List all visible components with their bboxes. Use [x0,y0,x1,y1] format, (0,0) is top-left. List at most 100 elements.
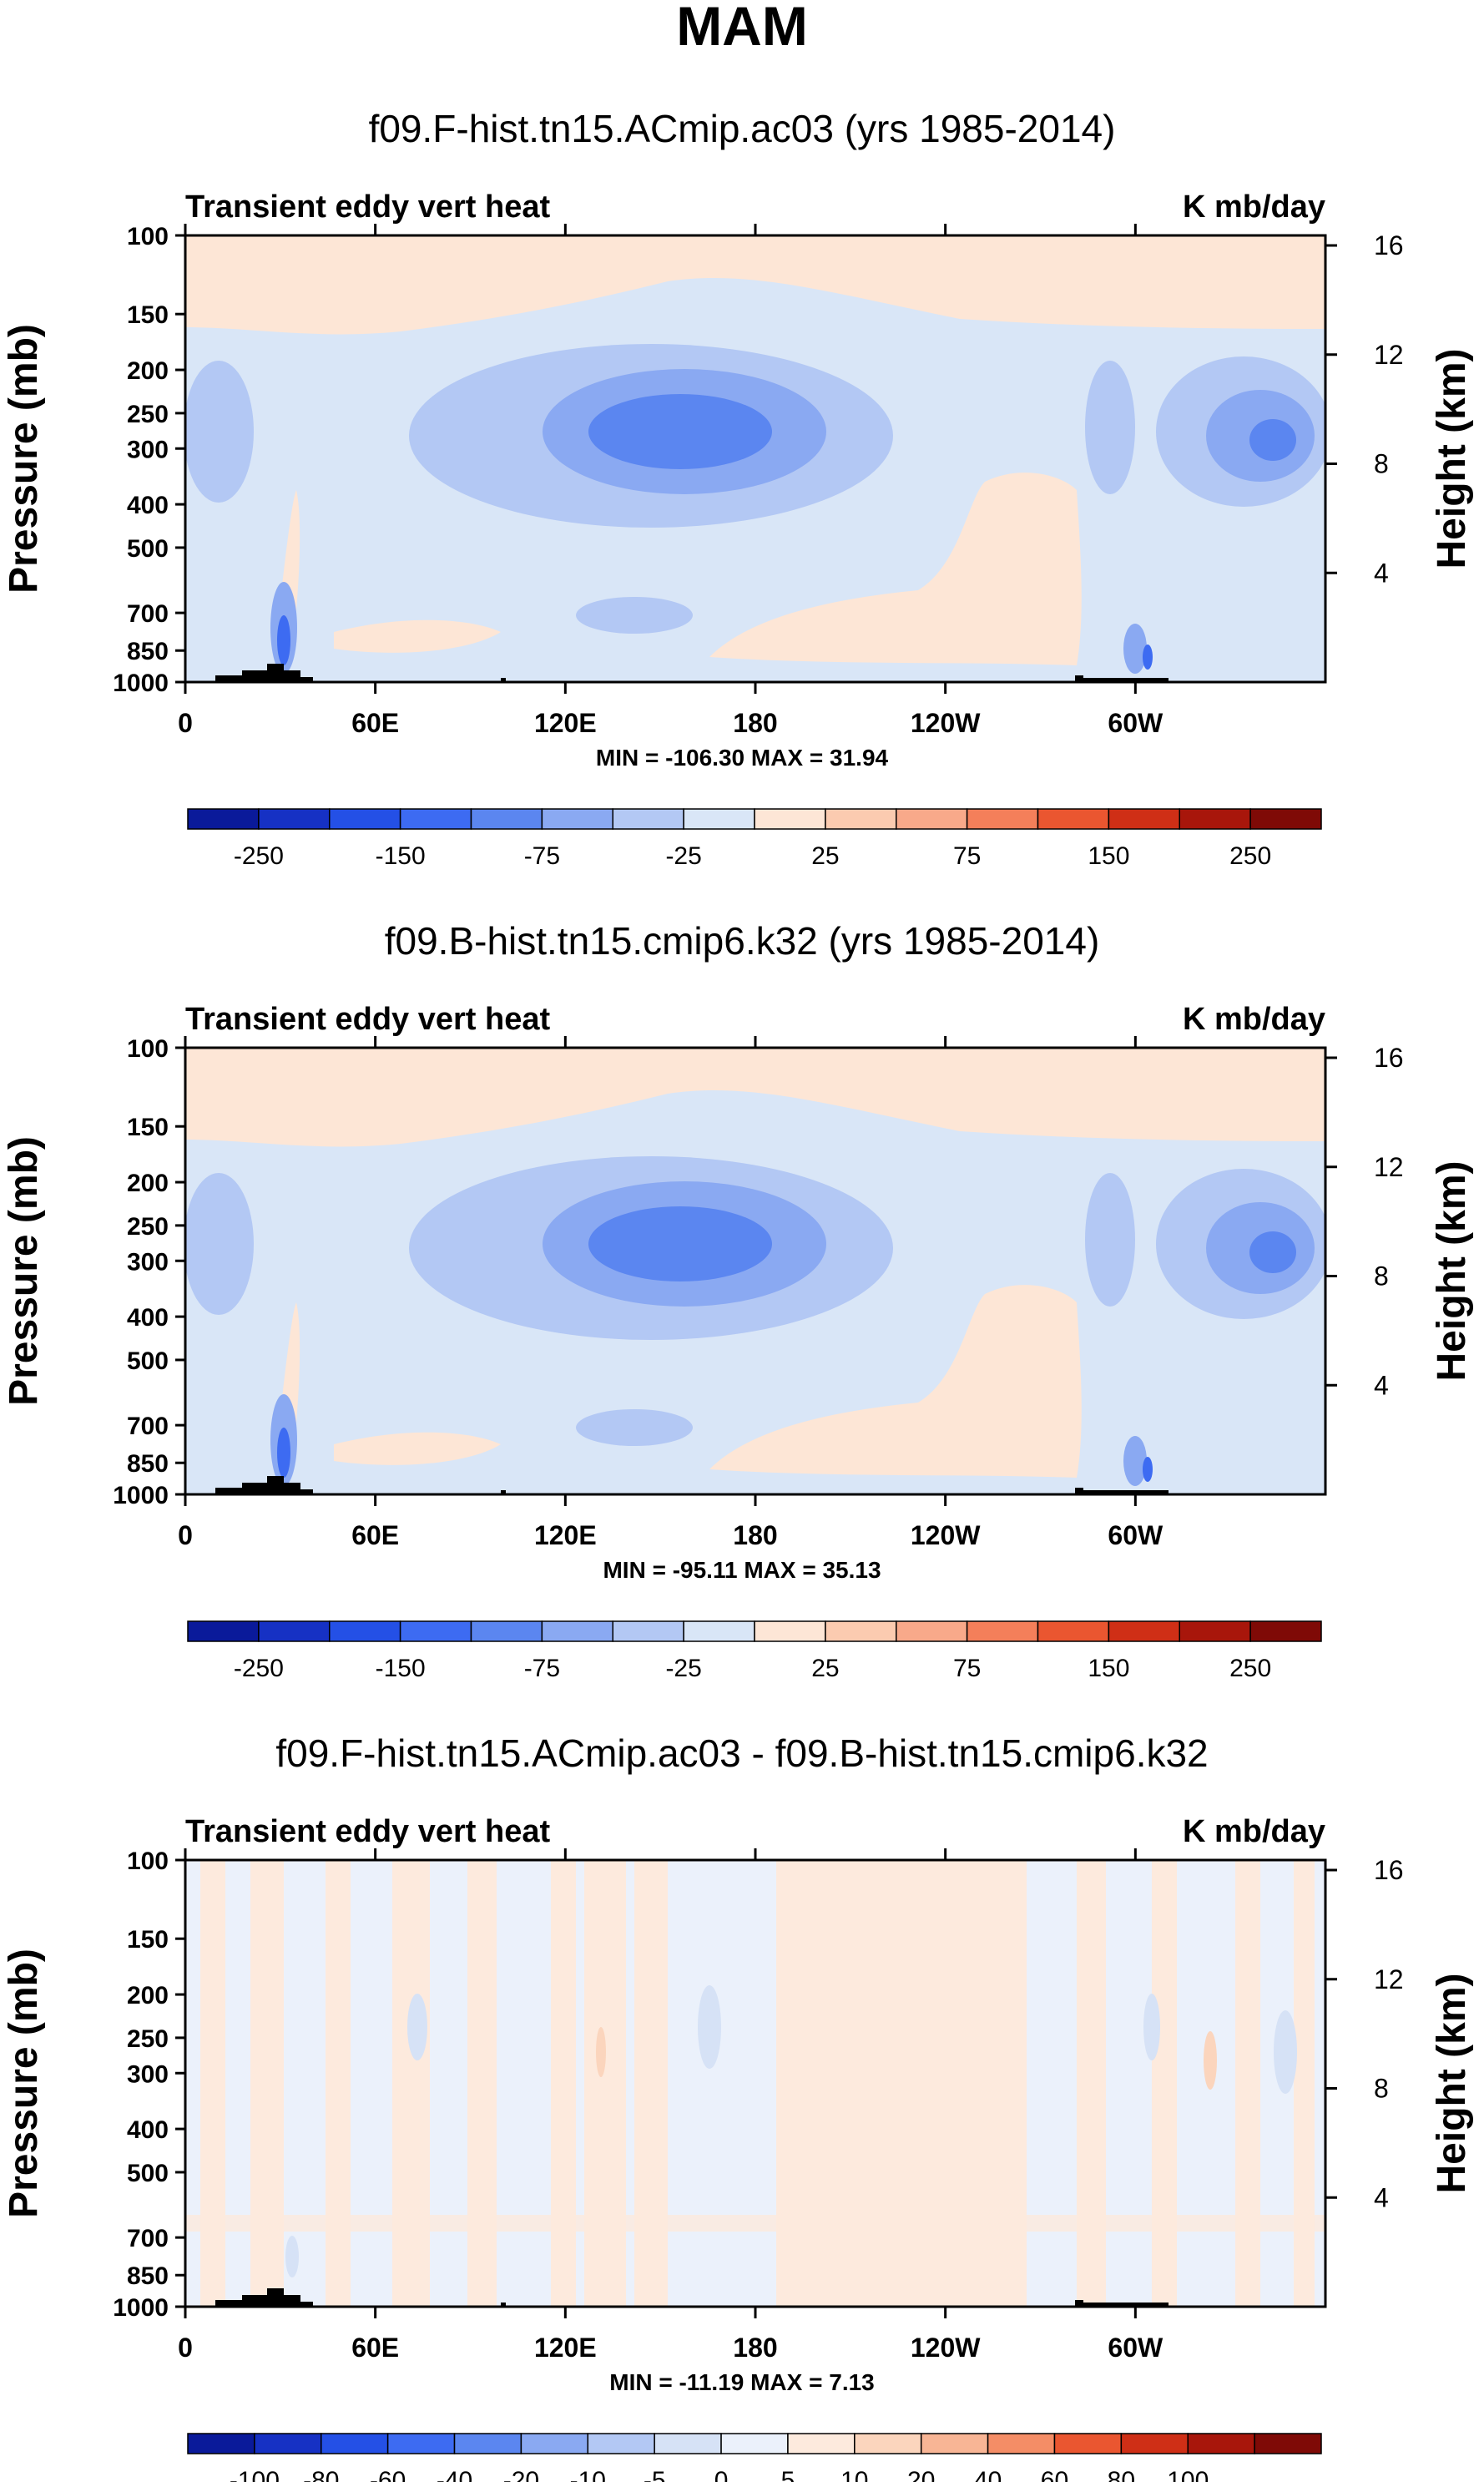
colorbar-swatch [541,808,613,830]
height-tick-label: 12 [1374,1964,1404,1994]
colorbar-label: 250 [1229,1655,1271,1682]
contour-positive-band [1152,1860,1177,2307]
contour-negative-west [185,1173,254,1315]
panel-units-label: K mb/day [1183,190,1325,225]
colorbar-swatch [399,1620,472,1642]
colorbar-label: -250 [234,842,284,870]
colorbar-label: 100 [1167,2467,1209,2482]
colorbar-swatch [825,808,897,830]
contour-stratosphere-positive [185,1048,1325,1147]
x-tick-label: 120W [911,2333,981,2363]
colorbar-label: 75 [953,842,981,870]
y-tick-label: 500 [127,2160,169,2187]
colorbar-swatch [854,2433,922,2454]
contour-negative-cell-5 [285,2236,299,2277]
colorbar-label: 20 [907,2467,935,2482]
height-tick-label: 16 [1374,230,1404,260]
y-tick-label: 500 [127,1347,169,1375]
contour-negative-lower [576,1409,693,1446]
y-tick-label: 150 [127,301,169,329]
contour-positive-layer [185,2215,1325,2232]
y-tick-label: 400 [127,1304,169,1332]
min-max-stats: MIN = -95.11 MAX = 35.13 [603,1557,881,1583]
colorbar-label: 25 [811,842,839,870]
colorbar-label: -25 [665,842,701,870]
panel-units-label: K mb/day [1183,1814,1325,1849]
y-tick-label: 200 [127,1170,169,1197]
colorbar-label: 80 [1108,2467,1135,2482]
colorbar-swatch [654,2433,722,2454]
figure-title: MAM [676,0,808,57]
colorbar-swatch [1037,808,1110,830]
y-tick-label: 300 [127,2060,169,2088]
y-tick-label: 850 [127,1450,169,1478]
y-axis-label: Pressure (mb) [2,324,46,594]
y-tick-label: 300 [127,436,169,463]
colorbar-swatch [612,1620,684,1642]
contour-positive-band [584,1860,626,2307]
colorbar-swatch [386,2433,456,2454]
contour-positive-cell-2 [1204,2031,1217,2090]
height-axis-label: Height (km) [1430,1161,1474,1382]
colorbar-label: 40 [974,2467,1002,2482]
y-tick-label: 1000 [113,1482,169,1509]
x-tick-label: 120W [911,1520,981,1550]
height-tick-label: 4 [1374,558,1389,588]
colorbar-swatch [720,2433,789,2454]
colorbar-swatch [825,1620,897,1642]
min-max-stats: MIN = -106.30 MAX = 31.94 [596,745,889,771]
y-tick-label: 150 [127,1114,169,1141]
y-tick-label: 700 [127,600,169,628]
colorbar-swatch [258,808,331,830]
x-tick-label: 60W [1108,708,1163,738]
contour-negative-lower-4 [1123,1436,1147,1486]
x-tick-label: 120E [534,1520,597,1550]
colorbar-swatch [329,808,401,830]
topography-island [501,678,506,682]
colorbar-swatch [966,808,1039,830]
colorbar-swatch [399,808,472,830]
contour-negative-pacific-core [588,394,772,469]
colorbar-swatch [453,2433,522,2454]
x-tick-label: 180 [733,1520,777,1550]
colorbar-label: 75 [953,1655,981,1682]
colorbar-label: 250 [1229,842,1271,870]
colorbar-swatch [541,1620,613,1642]
colorbar-label: 5 [781,2467,795,2482]
contour-positive-band [326,1860,351,2307]
colorbar-label: -75 [524,1655,560,1682]
min-max-stats: MIN = -11.19 MAX = 7.13 [609,2369,875,2395]
colorbar-label: 10 [840,2467,868,2482]
colorbar-swatch [321,2433,389,2454]
colorbar-swatch [612,808,684,830]
contour-field [185,1860,1325,2307]
contour-positive-band [1294,1860,1315,2307]
contour-lower-positive-2 [334,619,501,653]
x-tick-label: 120E [534,2333,597,2363]
panel-2: f09.B-hist.tn15.cmip6.k32 (yrs 1985-2014… [2,919,1474,1682]
contour-negative-cell-2 [698,1985,721,2069]
y-tick-label: 200 [127,357,169,385]
x-tick-label: 0 [178,1520,193,1550]
colorbar-swatch [1187,2433,1255,2454]
contour-positive-band [200,1860,225,2307]
contour-field [185,1048,1325,1494]
height-tick-label: 8 [1374,2074,1389,2104]
x-tick-label: 60E [351,708,399,738]
panel-1: f09.F-hist.tn15.ACmip.ac03 (yrs 1985-201… [2,107,1474,870]
topography-asia [215,664,313,682]
x-tick-label: 60W [1108,2333,1163,2363]
x-tick-label: 0 [178,708,193,738]
topography-andes [1075,1488,1169,1494]
colorbar-swatch [187,808,260,830]
y-tick-label: 100 [127,223,169,250]
x-tick-label: 180 [733,2333,777,2363]
y-tick-label: 300 [127,1248,169,1276]
height-tick-label: 12 [1374,340,1404,370]
colorbar-swatch [754,808,826,830]
height-tick-label: 8 [1374,1261,1389,1292]
y-tick-label: 1000 [113,670,169,697]
y-tick-label: 700 [127,1413,169,1440]
y-tick-label: 1000 [113,2294,169,2322]
contour-negative-cell-3 [1274,2010,1297,2094]
